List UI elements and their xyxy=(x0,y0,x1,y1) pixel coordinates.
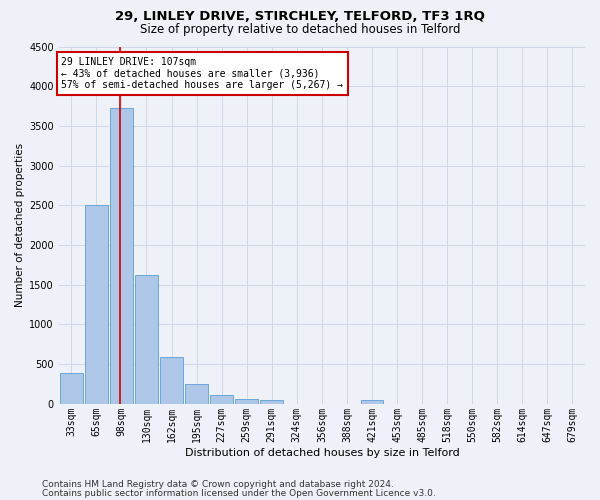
Text: 29, LINLEY DRIVE, STIRCHLEY, TELFORD, TF3 1RQ: 29, LINLEY DRIVE, STIRCHLEY, TELFORD, TF… xyxy=(115,10,485,23)
Bar xyxy=(361,400,383,404)
Bar xyxy=(185,384,208,404)
Y-axis label: Number of detached properties: Number of detached properties xyxy=(15,143,25,308)
X-axis label: Distribution of detached houses by size in Telford: Distribution of detached houses by size … xyxy=(185,448,459,458)
Bar xyxy=(60,373,83,404)
Bar xyxy=(260,400,283,404)
Text: Size of property relative to detached houses in Telford: Size of property relative to detached ho… xyxy=(140,22,460,36)
Bar xyxy=(235,399,258,404)
Bar xyxy=(85,204,107,404)
Bar xyxy=(211,395,233,404)
Text: Contains public sector information licensed under the Open Government Licence v3: Contains public sector information licen… xyxy=(42,489,436,498)
Text: 29 LINLEY DRIVE: 107sqm
← 43% of detached houses are smaller (3,936)
57% of semi: 29 LINLEY DRIVE: 107sqm ← 43% of detache… xyxy=(61,57,343,90)
Bar xyxy=(160,357,183,404)
Bar xyxy=(135,275,158,404)
Bar xyxy=(110,108,133,404)
Text: Contains HM Land Registry data © Crown copyright and database right 2024.: Contains HM Land Registry data © Crown c… xyxy=(42,480,394,489)
